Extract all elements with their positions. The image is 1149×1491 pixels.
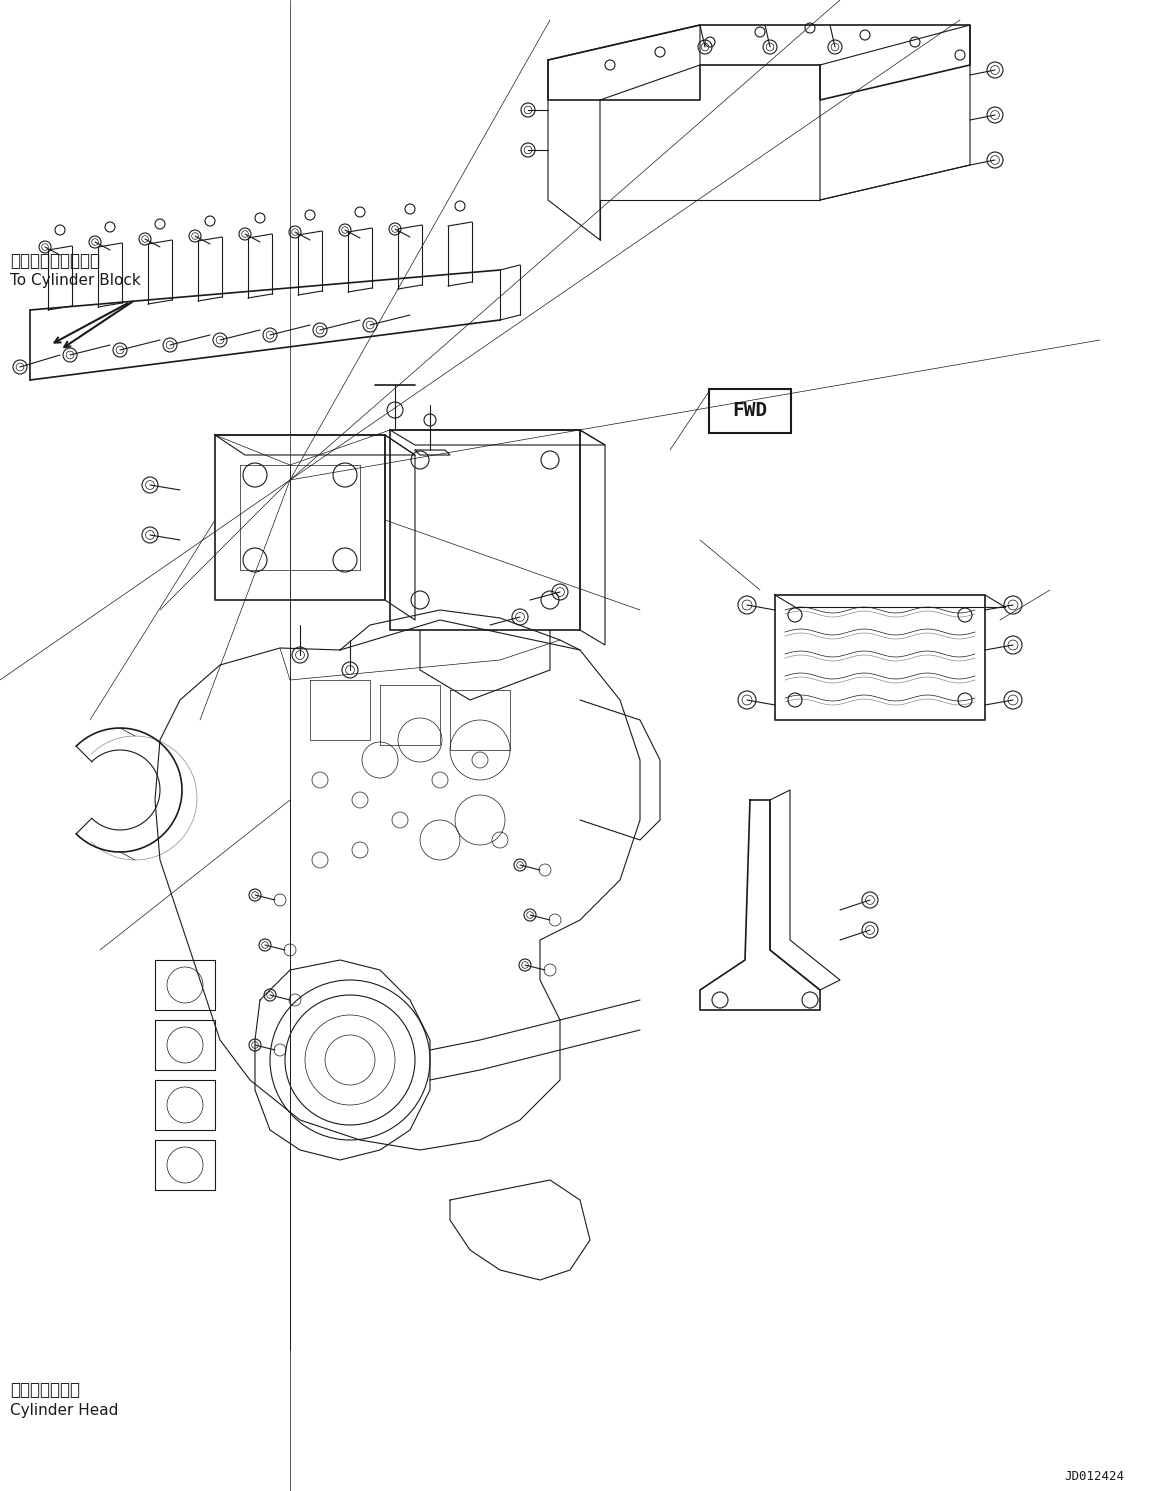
Text: Cylinder Head: Cylinder Head (10, 1403, 118, 1418)
Text: シリンダブロックへ: シリンダブロックへ (10, 252, 100, 270)
Text: To Cylinder Block: To Cylinder Block (10, 273, 140, 288)
Text: JD012424: JD012424 (1064, 1470, 1124, 1484)
FancyBboxPatch shape (709, 389, 791, 432)
Text: FWD: FWD (732, 401, 768, 420)
Text: シリンダヘッド: シリンダヘッド (10, 1381, 80, 1399)
